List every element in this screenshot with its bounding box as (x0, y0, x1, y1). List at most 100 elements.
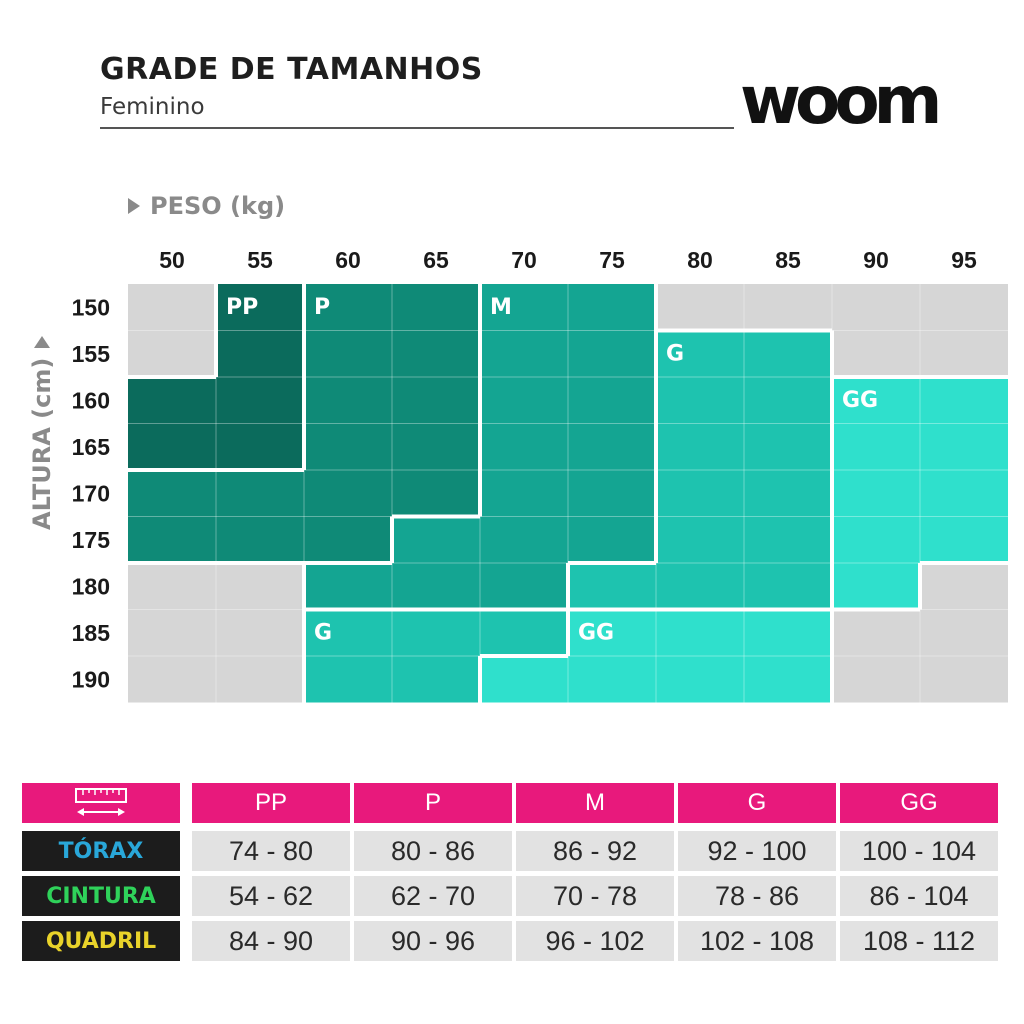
measure-cell: 86 - 92 (516, 831, 674, 871)
measure-cell: 74 - 80 (192, 831, 350, 871)
page-subtitle: Feminino (100, 94, 205, 120)
grid-cell-m (568, 377, 656, 424)
grid-cell-g (304, 609, 392, 656)
title-divider (100, 127, 734, 129)
grid-cell-p (392, 330, 480, 377)
page-title: GRADE DE TAMANHOS (100, 52, 483, 87)
grid-cell-p (392, 470, 480, 517)
grid-cell-gg (656, 656, 744, 703)
grid-cell-gg (656, 609, 744, 656)
y-tick-label: 155 (72, 341, 111, 367)
measure-cell: 54 - 62 (192, 876, 350, 916)
x-tick-label: 55 (247, 247, 273, 273)
grid-cell-m (392, 516, 480, 563)
measure-cell: 96 - 102 (516, 921, 674, 961)
grid-cell-p (304, 470, 392, 517)
measure-cell: 84 - 90 (192, 921, 350, 961)
measure-cell: 86 - 104 (840, 876, 998, 916)
grid-cell-p (216, 470, 304, 517)
x-tick-label: 65 (423, 247, 449, 273)
tape-measure-icon (75, 788, 127, 816)
size-header-pp: PP (192, 783, 350, 823)
size-header-g: G (678, 783, 836, 823)
grid-cell-gg (568, 656, 656, 703)
triangle-right-icon (128, 198, 140, 214)
grid-cell-m (392, 563, 480, 610)
measure-cell: 100 - 104 (840, 831, 998, 871)
grid-cell-pp (128, 377, 216, 424)
grid-cell-gg (832, 377, 920, 424)
size-header-p: P (354, 783, 512, 823)
x-axis-title: PESO (kg) (128, 192, 285, 220)
grid-cell-m (568, 284, 656, 331)
grid-cell-gg (480, 656, 568, 703)
y-tick-label: 170 (72, 480, 110, 506)
zone-label-g: G (314, 621, 332, 646)
grid-cell-gg (832, 423, 920, 470)
measure-cell: 80 - 86 (354, 831, 512, 871)
x-tick-label: 75 (599, 247, 625, 273)
grid-cell-p (304, 377, 392, 424)
grid-cell-p (392, 284, 480, 331)
grid-cell-m (304, 563, 392, 610)
grid-cell-m (568, 330, 656, 377)
zone-label-pp: PP (226, 295, 258, 320)
grid-cell-pp (216, 330, 304, 377)
grid-cell-g (568, 563, 656, 610)
measurement-header-icon-cell (22, 783, 180, 823)
grid-cell-m (568, 423, 656, 470)
grid-cell-g (656, 470, 744, 517)
grid-cell-gg (920, 470, 1008, 517)
grid-cell-m (480, 330, 568, 377)
grid-cell-p (128, 516, 216, 563)
grid-cell-gg (568, 609, 656, 656)
y-tick-label: 175 (72, 527, 111, 553)
grid-cell-g (656, 330, 744, 377)
grid-cell-g (744, 423, 832, 470)
y-tick-label: 180 (72, 573, 110, 599)
x-tick-label: 95 (951, 247, 977, 273)
grid-cell-gg (920, 423, 1008, 470)
grid-cell-m (568, 516, 656, 563)
grid-cell-p (392, 423, 480, 470)
grid-cell-g (744, 563, 832, 610)
zone-label-p: P (314, 295, 330, 320)
size-header-m: M (516, 783, 674, 823)
grid-cell-m (480, 377, 568, 424)
grid-cell-p (304, 284, 392, 331)
grid-cell-g (744, 330, 832, 377)
grid-cell-g (656, 423, 744, 470)
grid-cell-gg (832, 470, 920, 517)
grid-cell-g (744, 516, 832, 563)
grid-cell-m (480, 563, 568, 610)
grid-cell-m (480, 470, 568, 517)
grid-cell-m (568, 470, 656, 517)
measure-cell: 92 - 100 (678, 831, 836, 871)
grid-cell-p (304, 423, 392, 470)
size-header-gg: GG (840, 783, 998, 823)
measure-cell: 70 - 78 (516, 876, 674, 916)
grid-cell-g (392, 656, 480, 703)
grid-cell-g (304, 656, 392, 703)
y-tick-label: 185 (72, 620, 111, 646)
zone-label-gg: GG (578, 621, 614, 646)
grid-cell-gg (920, 377, 1008, 424)
grid-cell-gg (744, 656, 832, 703)
grid-cell-g (656, 563, 744, 610)
y-tick-label: 160 (72, 387, 110, 413)
measure-cell: 90 - 96 (354, 921, 512, 961)
grid-cell-g (480, 609, 568, 656)
measure-cell: 102 - 108 (678, 921, 836, 961)
grid-cell-g (744, 470, 832, 517)
grid-cell-gg (832, 563, 920, 610)
grid-cell-p (392, 377, 480, 424)
grid-cell-p (304, 330, 392, 377)
grid-cell-pp (216, 423, 304, 470)
x-tick-label: 85 (775, 247, 801, 273)
grid-cell-pp (216, 377, 304, 424)
measure-cell: 62 - 70 (354, 876, 512, 916)
x-tick-label: 70 (511, 247, 537, 273)
brand-logo: woom (740, 62, 942, 139)
grid-cell-m (480, 284, 568, 331)
